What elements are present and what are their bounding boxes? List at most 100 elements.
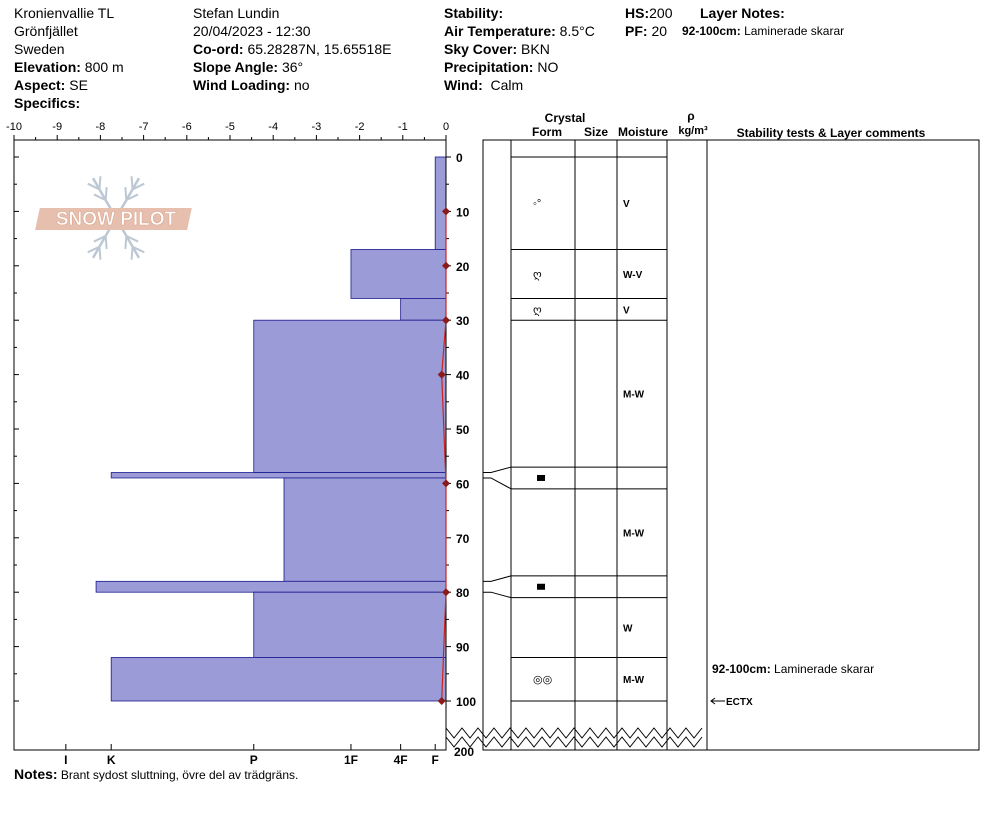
x-tick-label: -2 [355,121,365,133]
hardness-bar [110,657,447,702]
grain-form-symbol [537,474,545,481]
y-tick-label: 50 [456,423,470,437]
notes-text: Brant sydost sluttning, övre del av träd… [60,768,299,782]
header-col-4: HS:200 PF: 20 [625,4,672,40]
observation-datetime: 20/04/2023 - 12:30 [193,23,311,39]
layer-connector [483,466,512,474]
header-comments: Stability tests & Layer comments [737,126,926,140]
header-density-unit: kg/m³ [678,125,708,137]
location-name: Kronienvallie TL [14,5,115,21]
aspect-value: SE [69,77,88,93]
x-tick-label: -6 [182,121,192,133]
layer-comment: 92-100cm: Laminerade skarar [712,662,874,676]
aspect-row: Aspect: SE [14,77,88,93]
temperature-profile [437,207,450,705]
y-tick-label: 80 [456,586,470,600]
snowflake-branch [130,176,134,190]
header-col-2: Stefan Lundin 20/04/2023 - 12:30 Co-ord:… [193,4,391,94]
y-tick-label: 100 [456,695,476,709]
temperature-point [442,479,450,488]
hardness-bar [400,298,447,321]
layer-connector [483,591,512,599]
x-tick-label: -4 [268,121,278,133]
header-col-1: Kronienvallie TL Grönfjället Sweden Elev… [14,4,124,112]
temperature-point [437,370,446,379]
layer-comment-text: Laminerade skarar [774,662,874,676]
temperature-point [442,207,450,216]
grain-form-symbol: ◦° [533,198,541,210]
snowflake-branch [98,176,102,190]
sky-value: BKN [521,41,550,57]
x-tick-label: 0 [443,121,449,133]
stability-row: Stability: [444,5,504,21]
precip-row: Precipitation: NO [444,59,559,75]
moisture-label: V [623,199,630,210]
temperature-point [442,261,450,270]
x-tick-label: -10 [6,121,22,133]
header-form: Form [532,125,562,139]
header-size: Size [584,125,608,139]
wind-loading-row: Wind Loading: no [193,77,310,93]
country-name: Sweden [14,41,65,57]
notes-row: Notes: Brant sydost sluttning, övre del … [14,766,298,782]
x-tick-label: -7 [139,121,149,133]
y-break-label: 200 [454,745,474,759]
moisture-label: M-W [623,675,645,686]
layer-notes-range: 92-100cm: [682,24,741,38]
y-tick-label: 30 [456,314,470,328]
snowflake-branch [125,235,139,243]
slope-value: 36° [281,59,304,75]
hardness-bar [110,472,447,479]
pf-value: 20 [651,23,668,39]
grain-form-symbol [537,583,545,590]
x-tick-label: -8 [96,121,106,133]
wind-loading-value: no [293,77,310,93]
stability-test-label: ECTX [726,697,753,708]
depth-break-line [445,727,703,739]
hardness-bar [253,591,447,658]
wind-value: Calm [490,77,524,93]
hardness-bar [95,580,447,593]
layer-connector [483,575,512,582]
x-tick-label: -9 [52,121,62,133]
moisture-label: M-W [623,390,645,401]
y-tick-label: 0 [456,151,463,165]
layer-notes-entry: 92-100cm: Laminerade skarar [682,22,844,40]
x-tick-label: -1 [398,121,408,133]
y-tick-label: 90 [456,641,470,655]
air-temp-value: 8.5°C [559,23,595,39]
grain-form-symbol: ღ [533,304,542,316]
snowflake-branch [87,245,100,254]
notes-label: Notes: [14,766,58,782]
header-col-3: Stability: Air Temperature: 8.5°C Sky Co… [444,4,595,94]
hardness-label: 4F [394,753,408,767]
elevation-row: Elevation: 800 m [14,59,124,75]
depth-break-line [445,736,703,748]
logo-text: SNOW PILOT [56,209,177,230]
snowflake-branch [124,187,128,201]
coord-row: Co-ord: 65.28287N, 15.65518E [193,41,392,57]
area-name: Grönfjället [14,23,78,39]
snowflake-branch [125,193,139,201]
hardness-bar [434,156,447,250]
temperature-point [442,316,450,325]
snowflake-branch [130,246,134,260]
elevation-value: 800 m [84,59,124,75]
profile-axes: -10 -9 -8 -7 -6 -5 -4 -3 -2 -1 0010203040506070809… [6,121,476,767]
slope-row: Slope Angle: 36° [193,59,304,75]
y-tick-label: 20 [456,260,470,274]
y-tick-label: 70 [456,532,470,546]
snowflake-branch [132,182,145,191]
air-temp-row: Air Temperature: 8.5°C [444,23,595,39]
hardness-label: F [432,753,439,767]
hardness-label: P [250,753,258,767]
y-tick-label: 60 [456,477,470,491]
layer-comment-range: 92-100cm: [712,662,774,676]
header-moisture: Moisture [618,125,668,139]
observer-name: Stefan Lundin [193,5,280,21]
snowflake-branch [104,187,108,201]
table-frame [482,139,980,751]
snowflake-branch [87,182,100,191]
layer-connector [483,477,512,490]
x-tick-label: -3 [312,121,322,133]
